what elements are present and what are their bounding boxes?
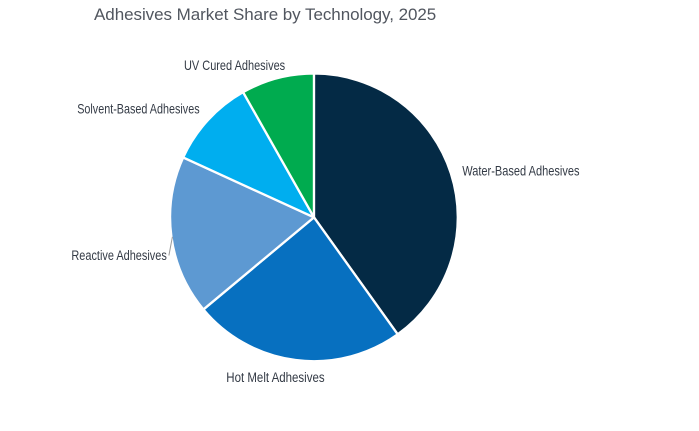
svg-text:UV Cured Adhesives: UV Cured Adhesives (184, 58, 285, 74)
svg-text:Water-Based Adhesives: Water-Based Adhesives (462, 163, 579, 179)
svg-text:Reactive Adhesives: Reactive Adhesives (71, 248, 166, 264)
svg-text:Solvent-Based Adhesives: Solvent-Based Adhesives (77, 101, 199, 117)
svg-text:Adhesives Market Share by Tech: Adhesives Market Share by Technology, 20… (94, 5, 436, 24)
svg-text:Hot Melt Adhesives: Hot Melt Adhesives (226, 369, 324, 385)
